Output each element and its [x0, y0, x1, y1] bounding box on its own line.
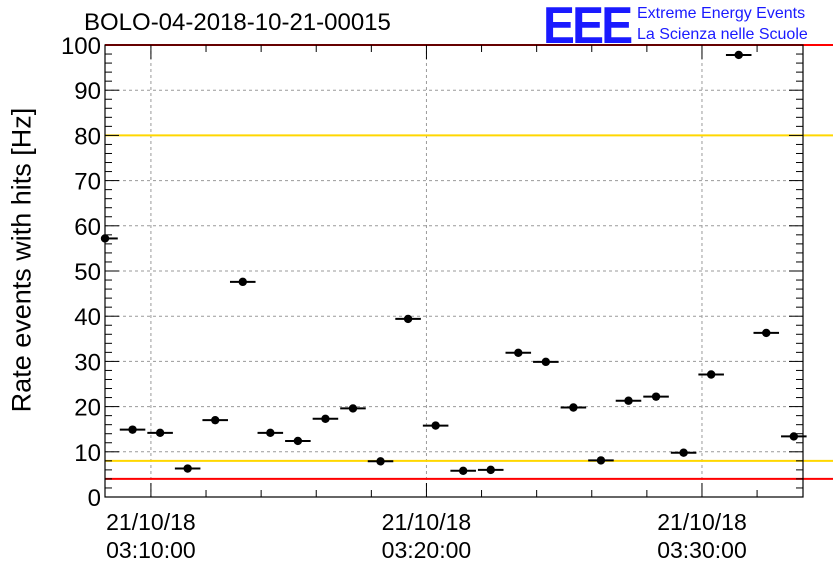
tick-labels: 010203040506070809010021/10/1803:10:0021…	[61, 33, 747, 563]
y-tick-label-70: 70	[74, 169, 101, 196]
chart-title: BOLO-04-2018-10-21-00015	[84, 9, 391, 36]
data-point-15	[514, 348, 523, 358]
x-tick-time-0: 03:10:00	[106, 537, 196, 563]
y-tick-label-100: 100	[61, 33, 101, 60]
x-tick-date-0: 21/10/18	[106, 509, 196, 535]
data-point-14	[486, 465, 495, 475]
logo-caption: Extreme Energy Events La Scienza nelle S…	[637, 3, 808, 45]
data-point-23	[734, 50, 743, 60]
logo-caption-line2: La Scienza nelle Scuole	[637, 26, 808, 43]
data-point-13	[458, 466, 468, 475]
x-tick-date-1: 21/10/18	[382, 509, 472, 535]
data-points	[100, 50, 807, 475]
y-tick-label-20: 20	[74, 395, 101, 422]
data-point-12	[431, 421, 440, 430]
data-point-9	[348, 404, 358, 413]
y-tick-label-0: 0	[88, 485, 101, 512]
data-point-11	[403, 314, 413, 324]
data-point-19	[624, 396, 633, 405]
y-axis-label-container: Rate events with hits [Hz]	[4, 70, 40, 450]
data-point-3	[183, 464, 192, 473]
data-point-25	[789, 432, 799, 441]
data-point-20	[651, 392, 661, 401]
data-point-10	[376, 457, 385, 466]
logo-caption-line1: Extreme Energy Events	[637, 5, 806, 22]
data-point-8	[321, 414, 330, 424]
axes	[104, 44, 804, 498]
data-point-5	[238, 277, 247, 287]
y-axis-label: Rate events with hits [Hz]	[6, 107, 37, 413]
data-point-18	[596, 456, 606, 465]
eee-logo: EEE	[543, 0, 633, 55]
data-point-0	[100, 234, 110, 243]
y-tick-label-80: 80	[74, 123, 101, 150]
data-point-24	[762, 328, 771, 338]
data-point-21	[679, 448, 688, 457]
y-tick-label-40: 40	[74, 304, 101, 331]
data-point-7	[293, 436, 303, 446]
y-tick-label-10: 10	[74, 440, 101, 467]
y-tick-label-50: 50	[74, 259, 101, 286]
x-tick-time-1: 03:20:00	[382, 537, 472, 563]
data-point-22	[706, 370, 716, 379]
x-tick-time-2: 03:30:00	[657, 537, 747, 563]
data-point-17	[569, 403, 578, 412]
x-tick-date-2: 21/10/18	[657, 509, 747, 535]
data-point-2	[155, 428, 165, 438]
data-point-16	[541, 357, 551, 367]
data-point-4	[211, 415, 220, 425]
grid-lines	[105, 45, 803, 497]
data-point-1	[128, 425, 137, 434]
y-tick-label-30: 30	[74, 349, 101, 376]
data-point-6	[266, 428, 275, 438]
y-tick-label-90: 90	[74, 78, 101, 105]
y-tick-label-60: 60	[74, 214, 101, 241]
